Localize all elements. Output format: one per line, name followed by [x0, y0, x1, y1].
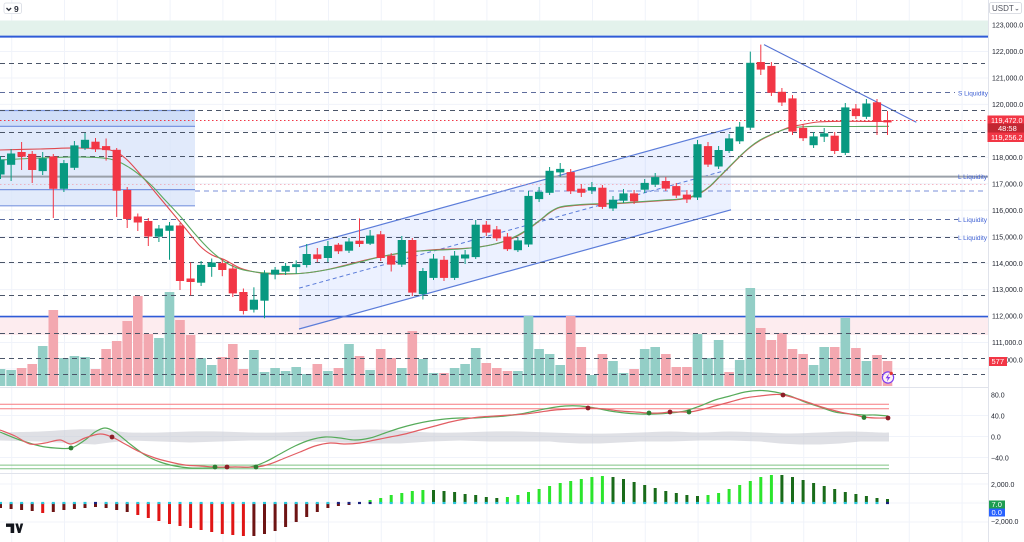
svg-text:119,472.0: 119,472.0: [991, 116, 1022, 125]
svg-text:113,000.0: 113,000.0: [992, 287, 1023, 294]
svg-text:117,000.0: 117,000.0: [992, 181, 1023, 188]
svg-text:40.0: 40.0: [991, 414, 1005, 421]
svg-text:S Liquidity: S Liquidity: [958, 91, 989, 98]
svg-text:112,000.0: 112,000.0: [992, 314, 1023, 321]
svg-text:110,000.0: 110,000.0: [992, 358, 1023, 365]
svg-text:116,000.0: 116,000.0: [992, 208, 1023, 215]
svg-text:⌄: ⌄: [1014, 6, 1020, 13]
svg-text:577: 577: [992, 357, 1005, 366]
svg-text:L Liquidity: L Liquidity: [958, 235, 988, 242]
svg-text:0.0: 0.0: [991, 435, 1001, 442]
svg-text:L Liquidity: L Liquidity: [958, 217, 988, 224]
svg-text:123,000.0: 123,000.0: [992, 23, 1023, 30]
svg-text:48:58: 48:58: [998, 124, 1017, 133]
svg-text:−40.0: −40.0: [991, 456, 1009, 463]
svg-text:9: 9: [14, 4, 19, 14]
svg-text:2,000.0: 2,000.0: [991, 482, 1014, 489]
svg-text:121,000.0: 121,000.0: [992, 76, 1023, 83]
svg-text:120,000.0: 120,000.0: [992, 102, 1023, 109]
svg-text:118,000.0: 118,000.0: [992, 155, 1023, 162]
svg-text:114,000.0: 114,000.0: [992, 261, 1023, 268]
svg-text:122,000.0: 122,000.0: [992, 49, 1023, 56]
svg-text:L Liquidity ⌄: L Liquidity ⌄: [958, 174, 994, 181]
svg-text:0.0: 0.0: [992, 508, 1002, 517]
svg-text:119,256.2: 119,256.2: [991, 133, 1022, 142]
svg-text:115,000.0: 115,000.0: [992, 234, 1023, 241]
svg-text:7.0: 7.0: [992, 500, 1002, 509]
svg-text:USDT: USDT: [992, 4, 1014, 13]
svg-text:80.0: 80.0: [991, 393, 1005, 400]
svg-text:−2,000.0: −2,000.0: [991, 519, 1019, 526]
svg-text:111,000.0: 111,000.0: [992, 340, 1022, 347]
